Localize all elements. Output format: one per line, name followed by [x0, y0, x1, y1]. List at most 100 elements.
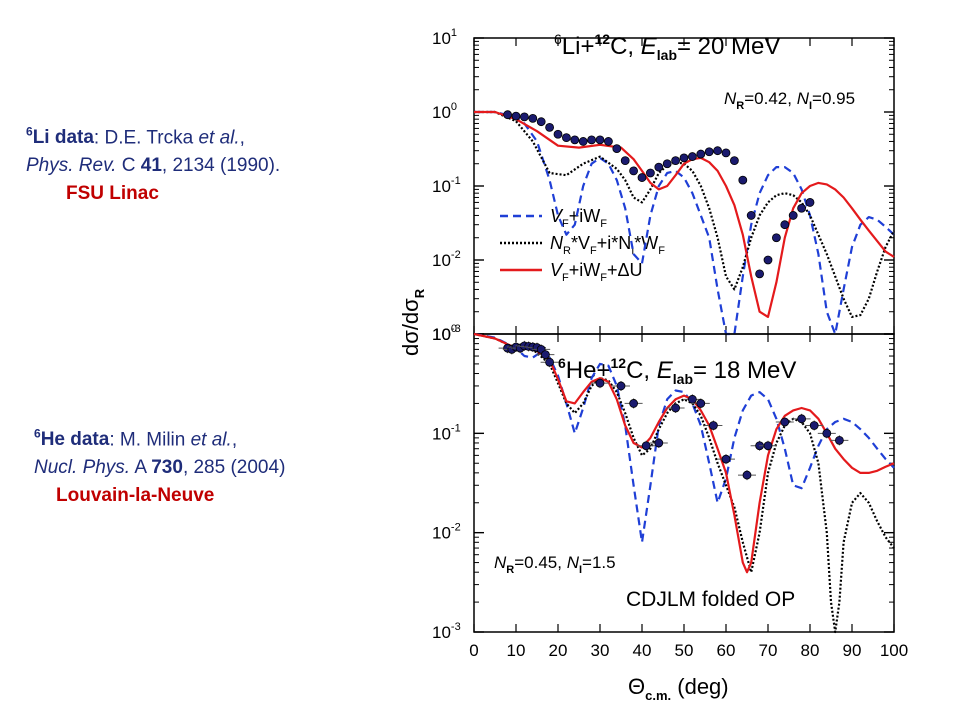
top-data-point — [738, 175, 748, 185]
top-data-point — [805, 198, 815, 207]
bottom-title-sub: lab — [673, 371, 693, 387]
top-data-point — [654, 162, 664, 172]
top-data-point — [545, 122, 554, 132]
x-tick-label: 70 — [759, 641, 778, 660]
ref-he-lab: Louvain-la-Neuve — [56, 485, 215, 507]
top-data-point — [612, 144, 622, 154]
bottom-note: CDJLM folded OP — [626, 588, 795, 611]
top-data-point — [772, 233, 781, 243]
x-tick-label: 50 — [675, 641, 694, 660]
top-data-point — [604, 137, 613, 146]
top-data-point — [553, 129, 563, 139]
top-data-point — [511, 111, 521, 121]
legend-entry-3: VF+iWF+ΔU — [550, 260, 643, 284]
top-norm-ni-sub: I — [809, 100, 812, 112]
top-title-n1: Li+ — [562, 33, 595, 60]
top-norm: NR=0.42, NI=0.95 — [724, 89, 855, 112]
ref-li-journal-tail: C — [116, 155, 141, 177]
ref-li-name: Li data — [32, 127, 94, 149]
top-data-point — [763, 255, 773, 265]
top-data-point — [578, 137, 588, 146]
top-data-point — [662, 159, 672, 169]
ref-he-sup: 6 — [34, 427, 41, 441]
top-data-point — [721, 148, 731, 158]
bottom-title-sup2: 12 — [611, 355, 627, 371]
top-data-point — [704, 147, 714, 157]
top-data-point — [536, 117, 546, 127]
top-data-point — [746, 211, 756, 220]
top-data-point — [730, 156, 739, 166]
x-tick-label: 30 — [591, 641, 610, 660]
bottom-data-point — [671, 403, 680, 413]
ref-he-authors: : M. Milin — [109, 429, 191, 451]
top-title: 6Li+12C, Elab= 20 MeV — [554, 31, 780, 63]
bottom-data-point — [809, 421, 819, 430]
bottom-data-point — [595, 378, 605, 388]
bottom-data-point — [696, 399, 706, 408]
bottom-data-point — [654, 438, 664, 448]
bottom-title-sup1: 6 — [558, 355, 566, 371]
top-title-e: E — [641, 33, 658, 60]
bottom-title-n2: C, — [626, 357, 657, 384]
bottom-data-point — [797, 414, 806, 424]
ref-li-etal: et al. — [198, 127, 240, 149]
bottom-y-tick-label: 100 — [432, 323, 457, 344]
bottom-title: 6He+12C, Elab= 18 MeV — [558, 355, 796, 387]
top-data-point — [755, 269, 764, 279]
ref-he-vol: 730 — [151, 457, 183, 479]
bottom-data-point — [709, 421, 718, 430]
ref-li-comma: , — [239, 127, 245, 149]
top-data-point — [503, 110, 513, 120]
top-data-point — [629, 166, 638, 176]
bottom-data-point — [616, 381, 626, 391]
top-y-tick-label: 101 — [432, 27, 457, 48]
bottom-data-point — [763, 441, 773, 451]
bottom-series-solid — [473, 332, 895, 574]
bottom-y-tick-label: 10-2 — [432, 522, 461, 543]
x-tick-label: 20 — [549, 641, 568, 660]
bottom-y-tick-label: 10-1 — [432, 422, 461, 443]
ref-he-journal-tail: A — [130, 457, 152, 479]
ref-he-journal: Nucl. Phys. — [34, 457, 131, 479]
x-tick-label: 100 — [880, 641, 908, 660]
ref-li-pages: , 2134 (1990). — [161, 155, 281, 177]
top-data-point — [520, 112, 529, 122]
top-norm-nr: N — [724, 89, 737, 108]
bottom-series-dashed — [473, 332, 895, 544]
x-tick-label: 80 — [801, 641, 820, 660]
top-series-solid — [474, 110, 895, 318]
x-tick-label: 40 — [633, 641, 652, 660]
bottom-data-point — [629, 399, 638, 408]
legend-entry-2: NR*VF+i*NI*WF — [550, 233, 665, 257]
top-norm-nr-val: =0.42, — [744, 89, 796, 108]
top-series-dashed — [474, 110, 895, 336]
top-data-point — [671, 156, 680, 166]
ref-li-journal: Phys. Rev. — [26, 155, 117, 177]
ref-he-comma: , — [231, 429, 238, 451]
top-series-dotted — [474, 110, 895, 318]
legend: VF+iWF NR*VF+i*NI*WF VF+iWF+ΔU — [500, 206, 665, 284]
top-data-point — [788, 211, 798, 220]
bottom-norm: NR=0.45, NI=1.5 — [494, 553, 616, 576]
top-norm-nr-sub: R — [736, 100, 744, 112]
x-tick-label: 10 — [507, 641, 526, 660]
ref-li-authors: : D.E. Trcka — [93, 127, 199, 149]
y-axis-label: dσ/dσR — [398, 288, 427, 356]
top-data-point — [595, 135, 605, 145]
top-data-point — [646, 168, 655, 178]
reference-li: 6Li data: D.E. Trcka et al., Phys. Rev. … — [26, 118, 280, 208]
top-title-sub: lab — [657, 47, 677, 63]
top-data-point — [696, 149, 706, 159]
top-y-tick-label: 10-3 — [432, 323, 461, 344]
top-y-tick-label: 10-2 — [432, 249, 461, 270]
bottom-data-point — [545, 357, 554, 367]
reference-he: 6He data: M. Milin et al., Nucl. Phys. A… — [34, 420, 285, 510]
bottom-data-point — [721, 454, 731, 464]
top-data-point — [528, 113, 538, 123]
x-axis-label: Θc.m. (deg) — [628, 674, 729, 703]
top-data-point — [562, 133, 571, 143]
top-title-n2: C, — [610, 33, 641, 60]
top-title-tail: = 20 MeV — [677, 33, 780, 60]
ref-li-sup: 6 — [26, 125, 33, 139]
x-tick-label: 90 — [843, 641, 862, 660]
